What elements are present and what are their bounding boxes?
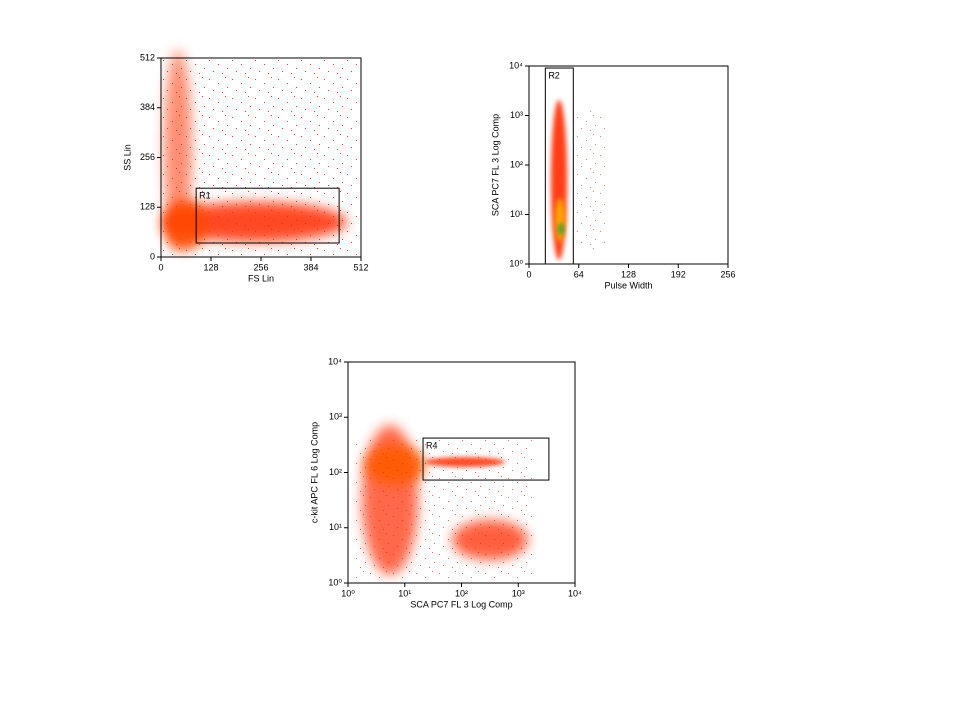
density-cloud: [163, 200, 207, 250]
x-tick-label: 128: [621, 269, 636, 279]
gate-label: R4: [426, 440, 438, 450]
gate-region: [544, 67, 574, 265]
y-axis-label: c-kit APC FL 6 Log Comp: [309, 422, 319, 523]
x-tick-label: 10⁴: [568, 588, 582, 598]
scatter-speckle: [355, 440, 535, 580]
density-cloud: [163, 202, 347, 242]
y-tick-label: 256: [140, 152, 155, 162]
density-cloud: [555, 198, 565, 242]
x-tick-label: 10³: [512, 588, 525, 598]
density-cloud: [558, 223, 564, 235]
x-tick-label: 0: [526, 269, 531, 279]
x-tick-label: 128: [203, 262, 218, 272]
y-tick-label: 0: [150, 251, 155, 261]
y-tick-label: 10⁰: [509, 258, 523, 268]
x-tick-label: 256: [720, 269, 735, 279]
y-tick-label: 10¹: [329, 522, 342, 532]
y-tick-label: 10³: [329, 412, 342, 422]
x-tick-label: 0: [158, 262, 163, 272]
x-tick-label: 64: [574, 269, 584, 279]
x-tick-label: 10⁰: [341, 588, 355, 598]
gate-region: [195, 187, 340, 244]
y-axis-label: SS Lin: [122, 144, 132, 171]
gate-label: R2: [548, 70, 560, 80]
gate-label: R1: [199, 191, 211, 201]
x-tick-label: 10²: [455, 588, 468, 598]
y-tick-label: 10³: [510, 110, 523, 120]
y-tick-label: 512: [140, 52, 155, 62]
x-axis-label: SCA PC7 FL 3 Log Comp: [410, 599, 512, 609]
x-tick-label: 256: [253, 262, 268, 272]
y-tick-label: 10²: [329, 467, 342, 477]
y-tick-label: 10⁴: [509, 60, 523, 70]
y-tick-label: 10⁴: [328, 356, 342, 366]
y-tick-label: 10¹: [510, 209, 523, 219]
y-axis-label: SCA PC7 FL 3 Log Comp: [490, 114, 500, 216]
y-tick-label: 10²: [510, 159, 523, 169]
x-tick-label: 192: [671, 269, 686, 279]
y-tick-label: 128: [140, 202, 155, 212]
y-tick-label: 10⁰: [328, 577, 342, 587]
gate-region: [422, 437, 550, 481]
x-axis-label: Pulse Width: [604, 280, 652, 290]
y-tick-label: 384: [140, 102, 155, 112]
x-axis-label: FS Lin: [248, 273, 274, 283]
density-clouds: [162, 50, 605, 580]
scatter-speckle: [575, 110, 605, 250]
x-tick-label: 10¹: [398, 588, 411, 598]
x-tick-label: 384: [303, 262, 318, 272]
x-tick-label: 512: [353, 262, 368, 272]
